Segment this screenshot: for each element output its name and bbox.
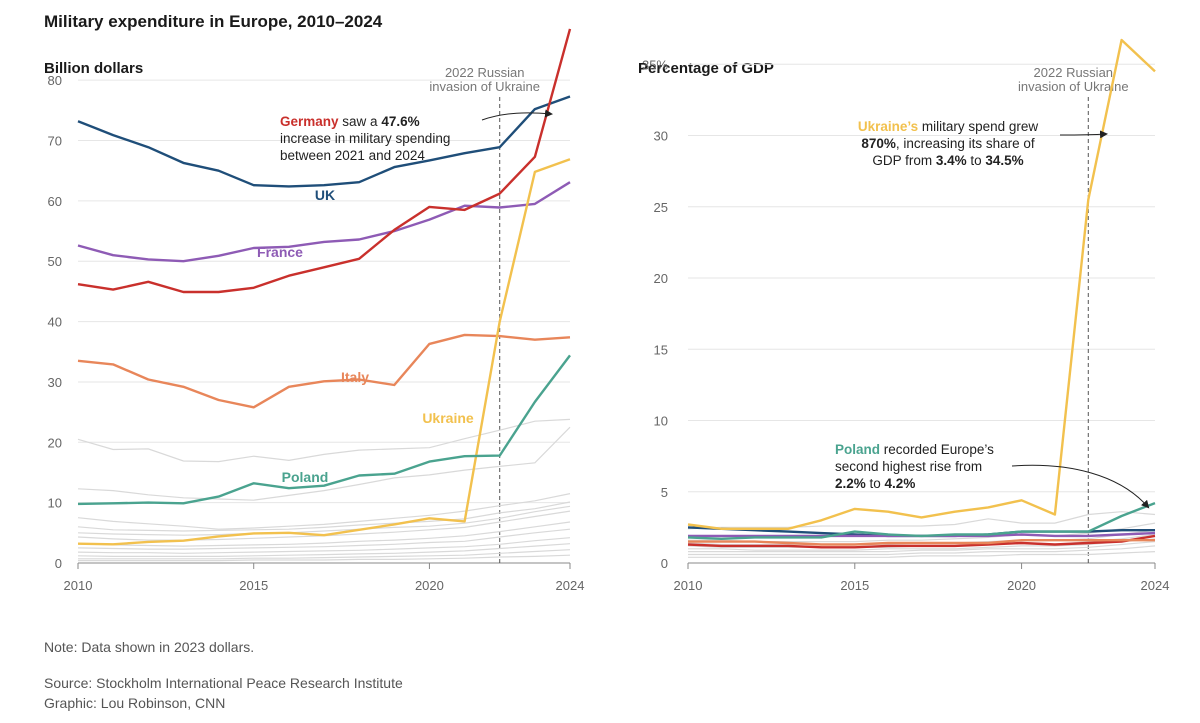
series-line-italy — [77, 333, 571, 409]
y-tick-label: 80 — [48, 73, 62, 88]
other-country-line — [688, 545, 1156, 556]
series-line-poland — [687, 501, 1156, 540]
chart-billion-dollars: Billion dollars 0 10 20 30 40 50 60 70 80 2010 2015… — [44, 28, 585, 593]
note-text: Note: Data shown in 2023 dollars. — [44, 639, 255, 655]
series-label-italy: Italy — [341, 369, 369, 385]
other-country-line — [77, 528, 571, 550]
y-tick-label: 0 — [55, 556, 62, 571]
chart-title: Military expenditure in Europe, 2010–202… — [44, 12, 383, 31]
y-tick-label: 40 — [48, 315, 62, 330]
other-country-line — [77, 537, 571, 554]
annotation-arrow — [481, 109, 553, 121]
x-tick-label: 2015 — [239, 578, 268, 593]
event-label: invasion of Ukraine — [429, 79, 540, 94]
y-tick-label: 70 — [48, 134, 62, 149]
annotation-poland-segment: second highest rise from — [835, 459, 982, 474]
other-country-line — [77, 543, 571, 557]
series-label-france: France — [257, 244, 303, 260]
credit-text: Graphic: Lou Robinson, CNN — [44, 695, 226, 711]
other-country-line — [688, 538, 1156, 551]
panel-title: Billion dollars — [44, 60, 143, 77]
other-country-line — [78, 554, 571, 562]
annotation-segment: saw a — [339, 114, 382, 129]
other-country-line — [77, 501, 571, 532]
x-tick-label: 2010 — [64, 578, 93, 593]
annotation-poland-segment: to — [866, 476, 885, 491]
annotation-segment: increase in military spending — [280, 131, 450, 146]
y-tick-label: 15 — [654, 342, 668, 357]
other-country-line — [77, 493, 571, 530]
other-country-line — [77, 505, 571, 536]
annotation-segment: Germany — [280, 114, 339, 129]
y-tick-label: 35% — [642, 57, 668, 72]
annotation-segment: 47.6% — [381, 114, 419, 129]
other-country-line — [687, 511, 1156, 530]
annotation-segment: , increasing its share of — [896, 136, 1035, 151]
y-tick-label: 10 — [48, 496, 62, 511]
annotation-poland: Poland recorded Europe’s second highest r… — [835, 442, 994, 491]
other-country-line — [688, 551, 1156, 558]
annotation-segment: 3.4% — [936, 153, 967, 168]
series-line-france — [77, 181, 571, 263]
series-line-germany — [77, 28, 572, 294]
event-label: invasion of Ukraine — [1018, 79, 1129, 94]
annotation-arrow-poland — [1011, 464, 1150, 509]
series-line-ukraine — [77, 158, 571, 546]
other-country-line — [78, 549, 571, 560]
annotation-poland-segment: 2.2% — [835, 476, 866, 491]
x-tick-label: 2024 — [556, 578, 585, 593]
series-line-germany — [687, 534, 1156, 549]
series-label-uk: UK — [315, 187, 335, 203]
annotation-segment: Ukraine’s — [858, 119, 918, 134]
y-tick-label: 5 — [661, 485, 668, 500]
annotation-segment: between 2021 and 2024 — [280, 148, 425, 163]
y-tick-label: 20 — [48, 435, 62, 450]
y-tick-label: 20 — [654, 271, 668, 286]
x-tick-label: 2015 — [840, 578, 869, 593]
x-tick-label: 2020 — [1007, 578, 1036, 593]
series-label-poland: Poland — [282, 469, 329, 485]
x-tick-label: 2024 — [1141, 578, 1170, 593]
y-tick-label: 30 — [654, 129, 668, 144]
y-tick-label: 60 — [48, 194, 62, 209]
y-tick-label: 25 — [654, 200, 668, 215]
annotation: Germany saw a 47.6% increase in military … — [280, 114, 450, 163]
source-text: Source: Stockholm International Peace Re… — [44, 675, 403, 691]
y-tick-label: 10 — [654, 414, 668, 429]
series-line-uk — [77, 95, 571, 188]
series-label-ukraine: Ukraine — [422, 410, 474, 426]
other-country-line — [688, 541, 1156, 553]
annotation-poland-segment: 4.2% — [885, 476, 916, 491]
event-label: 2022 Russian — [445, 65, 525, 80]
annotation-poland-segment: recorded Europe’s — [880, 442, 994, 457]
x-tick-label: 2010 — [674, 578, 703, 593]
y-tick-label: 50 — [48, 254, 62, 269]
x-tick-label: 2020 — [415, 578, 444, 593]
annotation-poland-segment: Poland — [835, 442, 880, 457]
annotation-segment: military spend grew — [918, 119, 1038, 134]
annotation-segment: GDP from — [872, 153, 936, 168]
annotation-segment: to — [967, 153, 986, 168]
other-country-line — [77, 521, 571, 547]
y-tick-label: 30 — [48, 375, 62, 390]
other-country-line — [77, 418, 571, 463]
series-line-poland — [77, 354, 571, 506]
annotation-segment: 870% — [861, 136, 896, 151]
other-country-line — [77, 426, 571, 501]
series-line-italy — [688, 539, 1155, 546]
y-tick-label: 0 — [661, 556, 668, 571]
annotation-arrow — [1059, 130, 1108, 139]
event-label: 2022 Russian — [1034, 65, 1114, 80]
annotation: Ukraine’s military spend grew 870%, incre… — [858, 119, 1039, 168]
annotation-segment: 34.5% — [985, 153, 1023, 168]
series-line-ukraine — [687, 38, 1156, 530]
